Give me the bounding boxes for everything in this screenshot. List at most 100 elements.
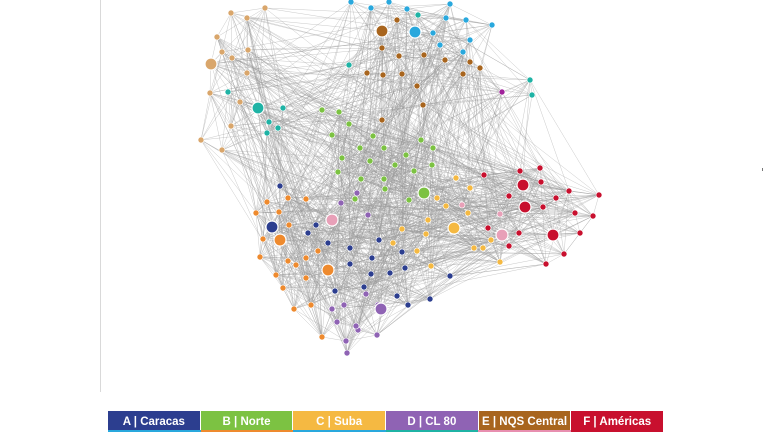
station-node[interactable] [391,161,399,169]
station-node[interactable] [379,71,387,79]
station-node[interactable] [515,229,523,237]
station-node[interactable] [204,57,218,71]
station-node[interactable] [518,200,532,214]
station-node[interactable] [335,108,343,116]
station-node[interactable] [378,116,386,124]
legend-item-a[interactable]: A | Caracas [108,411,201,432]
station-node[interactable] [302,195,310,203]
station-node[interactable] [206,89,214,97]
station-node[interactable] [302,254,310,262]
station-node[interactable] [364,211,372,219]
station-node[interactable] [324,239,332,247]
station-node[interactable] [265,118,273,126]
station-node[interactable] [413,247,421,255]
station-node[interactable] [263,129,271,137]
station-node[interactable] [446,0,454,8]
station-node[interactable] [542,260,550,268]
station-node[interactable] [312,221,320,229]
station-node[interactable] [476,64,484,72]
station-node[interactable] [227,122,235,130]
station-node[interactable] [401,264,409,272]
station-node[interactable] [516,167,524,175]
station-node[interactable] [458,201,466,209]
station-node[interactable] [442,14,450,22]
station-node[interactable] [256,253,264,261]
station-node[interactable] [488,21,496,29]
station-node[interactable] [516,178,530,192]
station-node[interactable] [447,221,461,235]
station-node[interactable] [285,221,293,229]
station-node[interactable] [393,16,401,24]
station-node[interactable] [328,131,336,139]
station-node[interactable] [375,236,383,244]
station-node[interactable] [252,209,260,217]
station-node[interactable] [375,24,389,38]
station-node[interactable] [389,239,397,247]
station-node[interactable] [318,106,326,114]
station-node[interactable] [251,101,265,115]
station-node[interactable] [428,161,436,169]
station-node[interactable] [459,48,467,56]
station-node[interactable] [302,274,310,282]
station-node[interactable] [466,184,474,192]
station-node[interactable] [571,209,579,217]
station-node[interactable] [462,16,470,24]
legend-item-e[interactable]: E | NQS Central [478,411,572,432]
station-node[interactable] [224,88,232,96]
station-node[interactable] [484,224,492,232]
station-node[interactable] [373,331,381,339]
station-node[interactable] [398,225,406,233]
station-node[interactable] [380,144,388,152]
station-node[interactable] [446,272,454,280]
station-node[interactable] [498,88,506,96]
station-node[interactable] [292,261,300,269]
station-node[interactable] [459,70,467,78]
station-node[interactable] [340,301,348,309]
station-node[interactable] [352,322,360,330]
station-node[interactable] [279,104,287,112]
station-node[interactable] [345,120,353,128]
station-node[interactable] [228,54,236,62]
station-node[interactable] [333,318,341,326]
station-node[interactable] [576,229,584,237]
station-node[interactable] [328,305,336,313]
legend-item-d[interactable]: D | CL 80 [386,411,479,432]
station-node[interactable] [495,228,509,242]
station-node[interactable] [321,263,335,277]
station-node[interactable] [346,260,354,268]
station-node[interactable] [243,69,251,77]
station-node[interactable] [419,101,427,109]
station-node[interactable] [537,178,545,186]
station-node[interactable] [393,292,401,300]
station-node[interactable] [526,76,534,84]
station-node[interactable] [398,70,406,78]
station-node[interactable] [479,244,487,252]
station-node[interactable] [367,270,375,278]
station-node[interactable] [410,167,418,175]
station-node[interactable] [284,257,292,265]
station-node[interactable] [218,146,226,154]
station-node[interactable] [318,333,326,341]
station-node[interactable] [369,132,377,140]
station-node[interactable] [496,210,504,218]
station-node[interactable] [381,185,389,193]
station-node[interactable] [275,208,283,216]
station-node[interactable] [265,220,279,234]
station-node[interactable] [417,186,431,200]
station-node[interactable] [395,52,403,60]
station-node[interactable] [368,254,376,262]
station-node[interactable] [466,36,474,44]
station-node[interactable] [452,174,460,182]
station-node[interactable] [356,144,364,152]
station-node[interactable] [366,157,374,165]
station-node[interactable] [290,305,298,313]
station-node[interactable] [405,196,413,204]
station-node[interactable] [314,247,322,255]
station-node[interactable] [345,61,353,69]
station-node[interactable] [528,91,536,99]
legend-item-b[interactable]: B | Norte [200,411,294,432]
station-node[interactable] [337,199,345,207]
legend-item-c[interactable]: C | Suba [293,411,387,432]
station-node[interactable] [353,189,361,197]
station-node[interactable] [560,250,568,258]
